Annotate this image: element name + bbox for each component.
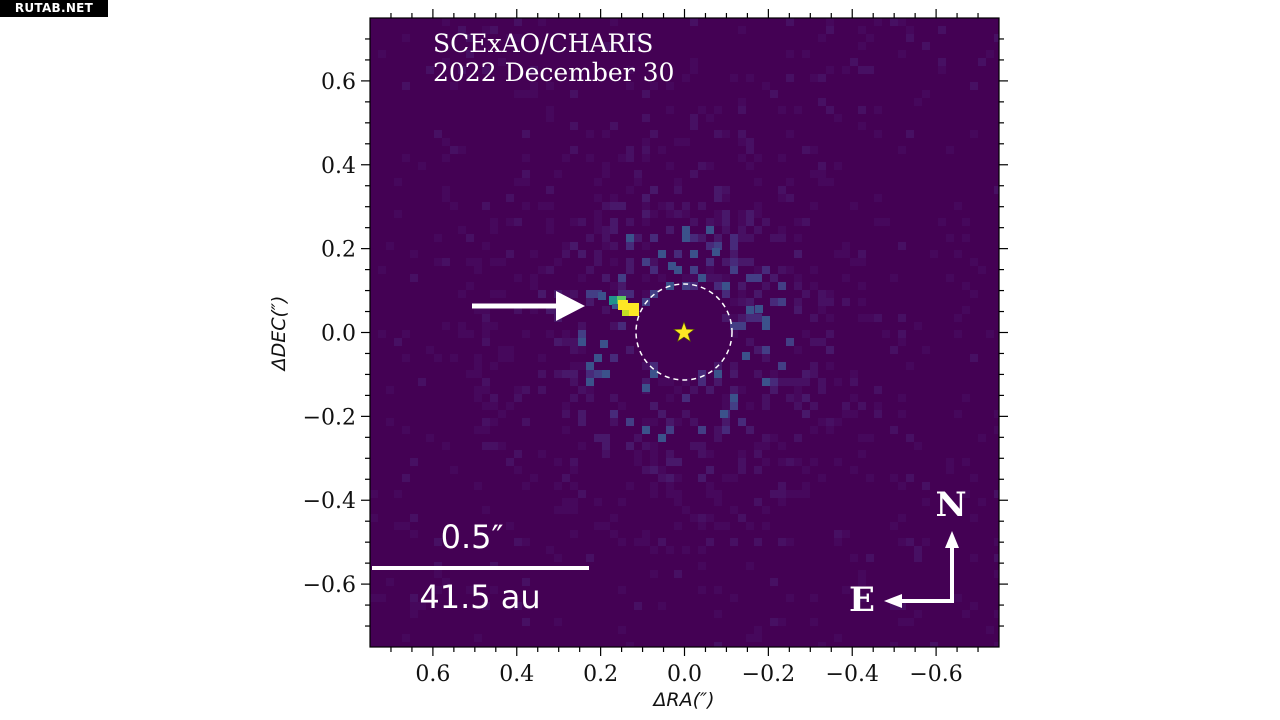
compass-east-label: E — [849, 580, 875, 620]
axis-ticks — [361, 9, 1008, 656]
y-tick-labels: 0.6 0.4 0.2 0.0 −0.2 −0.4 −0.6 — [303, 70, 356, 598]
companion-detection — [609, 296, 639, 316]
scale-bar-distance-label: 41.5 au — [419, 578, 540, 616]
y-tick-label: −0.4 — [303, 489, 356, 514]
title-line-1: SCExAO/CHARIS — [433, 29, 653, 58]
x-tick-label: 0.2 — [583, 662, 618, 687]
y-tick-label: 0.0 — [321, 322, 356, 347]
x-tick-labels: 0.6 0.4 0.2 0.0 −0.2 −0.4 −0.6 — [415, 662, 962, 687]
y-tick-label: 0.2 — [321, 238, 356, 263]
y-tick-label: 0.6 — [321, 70, 356, 95]
x-tick-label: 0.4 — [499, 662, 534, 687]
x-tick-label: 0.6 — [415, 662, 450, 687]
speckle-noise — [370, 18, 999, 647]
x-tick-label: −0.4 — [826, 662, 879, 687]
watermark-label: RUTAB.NET — [0, 0, 108, 17]
compass-north-label: N — [935, 485, 966, 525]
x-tick-label: −0.2 — [742, 662, 795, 687]
y-axis-title: ΔDEC(″) — [268, 296, 290, 373]
x-axis-title: ΔRA(″) — [651, 689, 714, 711]
scale-bar-angle-label: 0.5″ — [441, 518, 504, 556]
y-tick-label: −0.2 — [303, 405, 356, 430]
host-star-icon — [672, 321, 696, 343]
compass — [884, 531, 959, 608]
y-tick-label: −0.6 — [303, 573, 356, 598]
coronagraph-mask-circle — [635, 283, 733, 381]
y-tick-label: 0.4 — [321, 154, 356, 179]
x-tick-label: 0.0 — [667, 662, 702, 687]
title-line-2: 2022 December 30 — [433, 58, 674, 87]
companion-arrow-icon — [472, 291, 585, 321]
x-tick-label: −0.6 — [909, 662, 962, 687]
